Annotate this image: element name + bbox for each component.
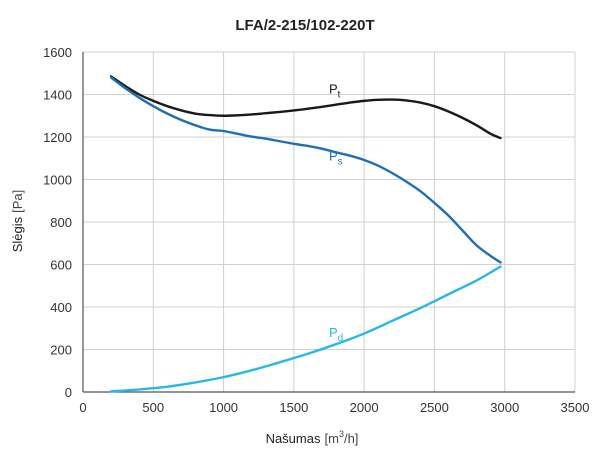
y-tick-label: 1000	[43, 173, 72, 188]
y-tick-label: 1400	[43, 88, 72, 103]
x-tick-labels: 0 500 1000 1500 2000 2500 3000 3500	[79, 400, 589, 415]
y-tick-label: 1200	[43, 130, 72, 145]
axes	[82, 52, 575, 393]
series-labels: Pt Ps Pd	[329, 81, 343, 343]
y-tick-label: 200	[50, 343, 72, 358]
x-tick-label: 3500	[561, 400, 590, 415]
chart-title: LFA/2-215/102-220T	[235, 17, 374, 34]
series-label-ps: Ps	[329, 148, 343, 167]
series-label-pd: Pd	[329, 325, 343, 344]
y-tick-labels: 0 200 400 600 800 1000 1200 1400 1600	[43, 45, 72, 400]
y-tick-label: 800	[50, 215, 72, 230]
series-label-pt: Pt	[329, 81, 341, 100]
y-tick-label: 0	[65, 385, 72, 400]
y-axis-label: Slėgis[Pa]	[10, 190, 25, 253]
x-axis-label: Našumas [m3/h]	[266, 429, 359, 446]
x-tick-label: 1500	[279, 400, 308, 415]
series-line-pd	[109, 265, 502, 393]
x-tick-label: 2000	[350, 400, 379, 415]
x-tick-label: 1000	[209, 400, 238, 415]
y-tick-label: 600	[50, 258, 72, 273]
y-tick-label: 400	[50, 300, 72, 315]
series-lines	[109, 75, 502, 393]
series-line-ps	[109, 76, 502, 264]
grid	[83, 51, 576, 392]
y-tick-label: 1600	[43, 45, 72, 60]
x-tick-label: 0	[79, 400, 86, 415]
x-tick-label: 2500	[420, 400, 449, 415]
series-line-pt	[109, 75, 502, 140]
x-tick-label: 500	[142, 400, 164, 415]
x-tick-label: 3000	[490, 400, 519, 415]
